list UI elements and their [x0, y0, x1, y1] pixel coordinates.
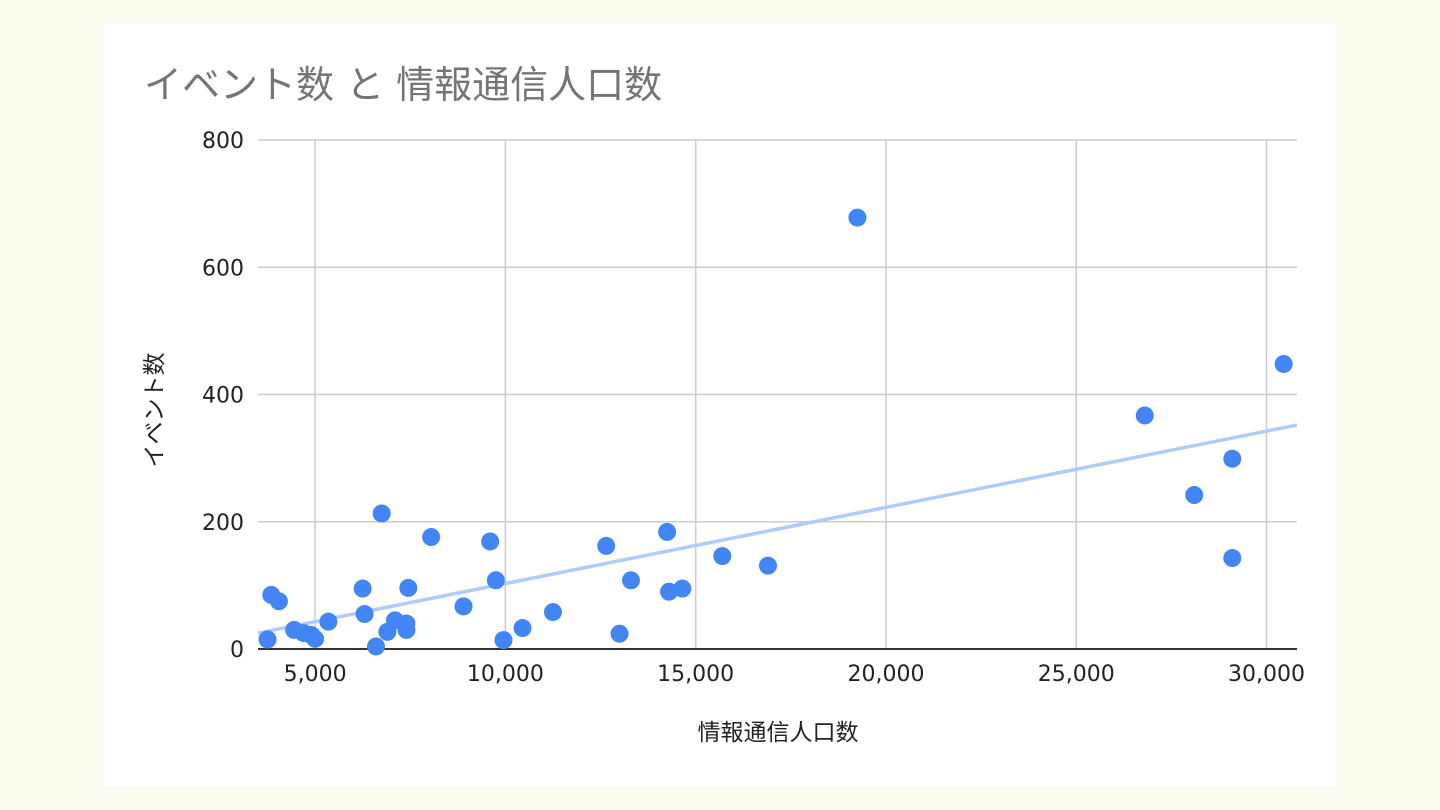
data-point: [713, 547, 732, 566]
data-point: [848, 208, 867, 227]
x-tick-label: 30,000: [1228, 662, 1305, 687]
x-tick-label: 20,000: [847, 662, 924, 687]
data-point: [269, 592, 288, 611]
data-point: [758, 556, 777, 575]
y-axis-title: イベント数: [142, 353, 168, 468]
x-axis-title: 情報通信人口数: [698, 720, 859, 746]
data-point: [1223, 449, 1242, 468]
data-point: [306, 629, 325, 648]
y-tick-label: 0: [230, 638, 244, 663]
data-point: [454, 597, 473, 616]
data-point: [673, 579, 692, 598]
data-points: [258, 208, 1293, 656]
data-point: [658, 522, 677, 541]
data-point: [355, 605, 374, 624]
data-point: [366, 637, 385, 656]
chart-card: イベント数 と 情報通信人口数 0 200 400 600 800 5,000 10,000…: [104, 24, 1336, 786]
data-point: [543, 603, 562, 622]
data-point: [422, 528, 441, 547]
data-point: [372, 504, 391, 523]
gridlines: [258, 139, 1297, 649]
data-point: [1223, 549, 1242, 568]
trendline-layer: [257, 423, 1298, 635]
data-point: [397, 620, 416, 639]
data-point: [494, 631, 513, 650]
data-point: [1185, 486, 1204, 505]
x-tick-label: 5,000: [284, 662, 347, 687]
data-point: [1135, 406, 1154, 425]
data-point: [481, 532, 500, 551]
y-tick-label: 600: [202, 256, 244, 281]
y-tick-label: 800: [202, 129, 244, 154]
data-point: [621, 571, 640, 590]
data-point: [353, 579, 372, 598]
data-point: [258, 630, 277, 649]
tick-labels: 0 200 400 600 800 5,000 10,000 15,000 20,000 25,0…: [202, 129, 1305, 687]
x-tick-label: 10,000: [467, 662, 544, 687]
data-point: [486, 571, 505, 590]
data-point: [597, 536, 616, 555]
trendline: [257, 423, 1298, 635]
chart-title: イベント数 と 情報通信人口数: [144, 63, 663, 107]
data-point: [399, 578, 418, 597]
data-point: [319, 612, 338, 631]
scatter-chart: 0 200 400 600 800 5,000 10,000 15,000 20,000 25,0…: [142, 129, 1305, 746]
x-tick-label: 25,000: [1038, 662, 1115, 687]
y-tick-label: 400: [202, 384, 244, 409]
data-point: [610, 624, 629, 643]
x-tick-label: 15,000: [657, 662, 734, 687]
data-point: [513, 619, 532, 638]
y-tick-label: 200: [202, 511, 244, 536]
data-point: [1274, 354, 1293, 373]
